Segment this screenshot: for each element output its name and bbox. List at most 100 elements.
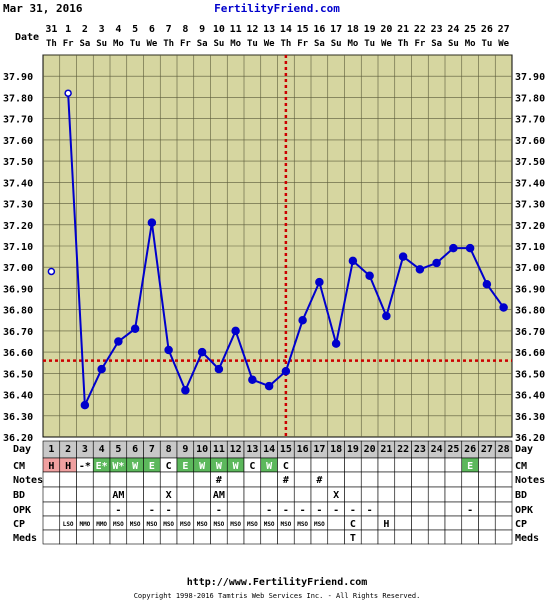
cm-row-label-right: CM xyxy=(515,461,527,472)
bd-value: X xyxy=(166,490,172,501)
weekday-label: We xyxy=(381,39,392,49)
cp-row-label-right: CP xyxy=(515,519,527,530)
y-tick-label-right: 37.70 xyxy=(515,115,545,126)
weekday-label: Th xyxy=(46,39,57,49)
day-value: 28 xyxy=(498,444,510,455)
temperature-point xyxy=(432,258,441,268)
y-tick-label-right: 37.00 xyxy=(515,263,545,274)
weekday-label: Mo xyxy=(113,39,124,49)
notes-cell xyxy=(109,471,128,488)
bd-cell xyxy=(461,486,479,503)
day-value: 6 xyxy=(132,444,138,455)
cp-value: MSO xyxy=(213,521,224,528)
date-label: 8 xyxy=(182,24,188,35)
opk-cell xyxy=(92,501,111,517)
cm-value: E xyxy=(149,461,155,472)
cm-value: C xyxy=(283,461,289,472)
y-tick-label-right: 36.40 xyxy=(515,391,545,402)
y-tick-label-left: 36.60 xyxy=(3,348,33,359)
date-label: 18 xyxy=(347,24,359,35)
date-label: 19 xyxy=(364,24,376,35)
day-value: 19 xyxy=(347,444,359,455)
meds-cell xyxy=(59,529,77,545)
day-value: 4 xyxy=(99,444,105,455)
date-label: 3 xyxy=(99,24,105,35)
cm-value: E xyxy=(182,461,188,472)
cm-value: W xyxy=(132,461,139,472)
notes-cell xyxy=(243,471,262,488)
date-label: 23 xyxy=(431,24,443,35)
site-title-link[interactable]: FertilityFriend.com xyxy=(214,2,340,15)
footer-url-link[interactable]: http://www.FertilityFriend.com xyxy=(187,576,368,588)
temperature-point xyxy=(264,381,274,391)
date-weekday-header: 31 Th 1 Fr 2 Sa 3 Su 4 Mo 5 Tu 6 We 7 Th 8 Fr 9 Sa 10 Su 11 Mo 1… xyxy=(45,24,509,49)
notes-cell xyxy=(76,471,94,488)
bd-cell xyxy=(176,486,195,503)
y-tick-label-left: 36.40 xyxy=(3,391,33,402)
meds-cell xyxy=(277,529,295,545)
day-value: 2 xyxy=(65,444,71,455)
weekday-label: Mo xyxy=(465,39,476,49)
notes-cell xyxy=(293,471,312,488)
opk-row-label-right: OPK xyxy=(515,505,533,516)
date-label: 17 xyxy=(330,24,342,35)
y-tick-label-right: 36.70 xyxy=(515,327,545,338)
temperature-series xyxy=(43,55,512,437)
cm-cell xyxy=(411,457,429,473)
opk-cell xyxy=(76,501,94,517)
day-value: 24 xyxy=(431,444,443,455)
bd-cell xyxy=(277,486,295,503)
weekday-label: Th xyxy=(163,39,174,49)
notes-cell xyxy=(260,471,278,488)
date-label: 1 xyxy=(65,24,71,35)
date-label: 13 xyxy=(263,24,275,35)
day-value: 9 xyxy=(182,444,188,455)
day-value: 26 xyxy=(464,444,476,455)
opk-cell xyxy=(494,501,513,517)
cp-value: C xyxy=(350,519,356,530)
date-label: 12 xyxy=(246,24,258,35)
notes-cell xyxy=(226,471,245,488)
cm-cell xyxy=(478,457,496,473)
bd-cell xyxy=(494,486,513,503)
date-label: 16 xyxy=(313,24,325,35)
day-value: 7 xyxy=(149,444,155,455)
opk-value: - xyxy=(266,505,272,516)
cm-cell xyxy=(444,457,463,473)
opk-cell xyxy=(42,501,61,517)
y-tick-label-right: 36.80 xyxy=(515,306,545,317)
notes-value: # xyxy=(216,475,222,486)
date-label: 21 xyxy=(397,24,409,35)
notes-row-label-right: Notes xyxy=(515,475,545,486)
weekday-label: Su xyxy=(448,39,459,49)
temperature-point xyxy=(248,375,257,384)
observation-rows: 1 2 3 4 5 6 7 8 9 10 11 12 13 14 15 16 17 18 19 20 21 22 23 24 2… xyxy=(42,440,513,545)
day-value: 12 xyxy=(230,444,242,455)
meds-cell xyxy=(193,529,211,545)
y-tick-label-left: 37.80 xyxy=(3,93,33,104)
date-label: 20 xyxy=(380,24,392,35)
meds-cell xyxy=(159,529,178,545)
cp-cell xyxy=(327,515,345,531)
meds-cell xyxy=(109,529,128,545)
cm-cell xyxy=(394,457,412,473)
weekday-label: Mo xyxy=(347,39,358,49)
bd-cell xyxy=(126,486,144,503)
cp-cell xyxy=(478,515,496,531)
notes-cell xyxy=(143,471,161,488)
bd-cell xyxy=(226,486,245,503)
temperature-point xyxy=(449,243,458,253)
bd-cell xyxy=(310,486,329,503)
cm-value: W xyxy=(216,461,223,472)
notes-cell xyxy=(344,471,362,488)
y-tick-label-left: 37.10 xyxy=(3,242,33,253)
bd-cell xyxy=(143,486,161,503)
cp-value: MMO xyxy=(79,521,90,528)
bd-cell xyxy=(42,486,61,503)
y-tick-label-right: 36.20 xyxy=(515,433,545,444)
date-label: 22 xyxy=(414,24,426,35)
notes-cell xyxy=(478,471,496,488)
opk-value: - xyxy=(350,505,356,516)
meds-cell xyxy=(293,529,312,545)
date-label: 26 xyxy=(481,24,493,35)
